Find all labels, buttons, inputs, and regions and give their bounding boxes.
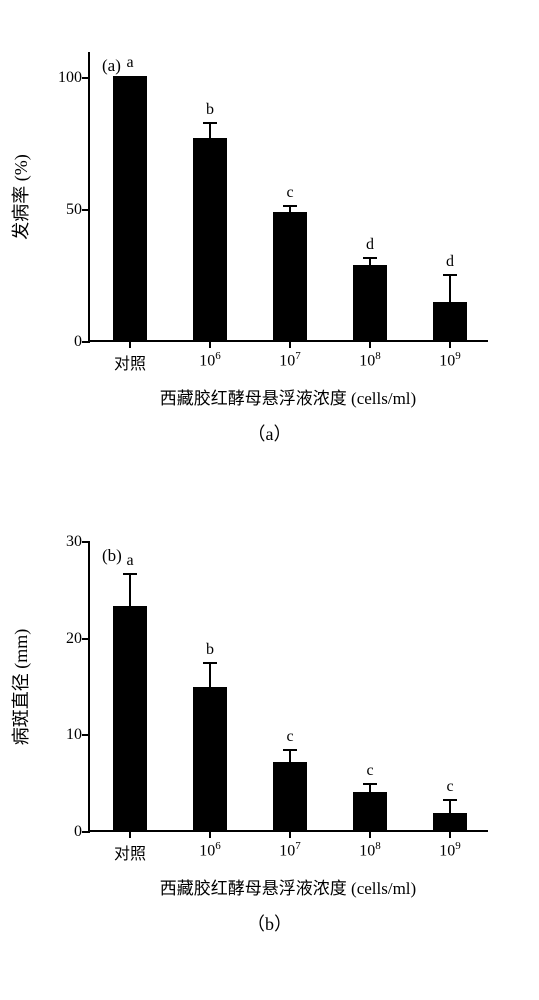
error-bar bbox=[369, 258, 371, 265]
bar bbox=[113, 606, 147, 830]
bar bbox=[433, 302, 467, 340]
y-tick-label: 20 bbox=[66, 630, 90, 648]
x-axis-title-b: 西藏胶红酵母悬浮液浓度 (cells/ml) bbox=[160, 874, 416, 899]
significance-label: c bbox=[366, 762, 373, 780]
y-axis-title-b: 病斑直径 (mm) bbox=[7, 629, 33, 746]
x-tick-label: 107 bbox=[279, 340, 301, 370]
error-cap bbox=[363, 783, 377, 785]
bar bbox=[193, 687, 227, 830]
x-tick-label: 107 bbox=[279, 830, 301, 860]
x-tick-label: 109 bbox=[439, 830, 461, 860]
bar bbox=[273, 212, 307, 340]
x-tick-label: 109 bbox=[439, 340, 461, 370]
error-bar bbox=[289, 206, 291, 213]
error-bar bbox=[209, 123, 211, 139]
error-cap bbox=[363, 257, 377, 259]
x-tick-label: 对照 bbox=[114, 340, 146, 374]
error-bar bbox=[209, 663, 211, 687]
error-bar bbox=[449, 800, 451, 813]
significance-label: a bbox=[126, 54, 133, 72]
bar bbox=[193, 138, 227, 340]
significance-label: a bbox=[126, 552, 133, 570]
error-cap bbox=[203, 662, 217, 664]
y-tick-label: 10 bbox=[66, 726, 90, 744]
page: (a) 050100a对照b106c107d108d109 发病率 (%) 西藏… bbox=[0, 0, 539, 1000]
significance-label: c bbox=[286, 728, 293, 746]
subcaption-b: （b） bbox=[247, 910, 292, 936]
error-bar bbox=[449, 275, 451, 301]
significance-label: d bbox=[446, 253, 454, 271]
significance-label: c bbox=[446, 778, 453, 796]
subcaption-a: （a） bbox=[248, 420, 292, 446]
y-axis-title-a: 发病率 (%) bbox=[7, 154, 33, 239]
x-tick-label: 106 bbox=[199, 340, 221, 370]
y-tick-label: 30 bbox=[66, 533, 90, 551]
x-tick-label: 108 bbox=[359, 830, 381, 860]
significance-label: b bbox=[206, 641, 214, 659]
error-cap bbox=[443, 799, 457, 801]
y-tick-label: 50 bbox=[66, 201, 90, 219]
plot-area-b: (b) 0102030a对照b106c107c108c109 bbox=[88, 542, 488, 832]
bar bbox=[273, 762, 307, 830]
error-cap bbox=[283, 205, 297, 207]
y-tick-label: 100 bbox=[58, 69, 90, 87]
significance-label: c bbox=[286, 184, 293, 202]
bar bbox=[433, 813, 467, 830]
error-cap bbox=[123, 573, 137, 575]
x-tick-label: 对照 bbox=[114, 830, 146, 864]
error-bar bbox=[369, 784, 371, 793]
x-tick-label: 108 bbox=[359, 340, 381, 370]
bar bbox=[113, 76, 147, 340]
error-cap bbox=[443, 274, 457, 276]
y-tick-label: 0 bbox=[74, 823, 90, 841]
plot-area-a: (a) 050100a对照b106c107d108d109 bbox=[88, 52, 488, 342]
error-cap bbox=[203, 122, 217, 124]
panel-tag-a: (a) bbox=[102, 56, 121, 76]
error-cap bbox=[283, 749, 297, 751]
y-tick-label: 0 bbox=[74, 333, 90, 351]
x-axis-title-a: 西藏胶红酵母悬浮液浓度 (cells/ml) bbox=[160, 384, 416, 409]
bar bbox=[353, 265, 387, 340]
x-tick-label: 106 bbox=[199, 830, 221, 860]
error-bar bbox=[129, 574, 131, 606]
significance-label: d bbox=[366, 236, 374, 254]
error-bar bbox=[289, 750, 291, 763]
panel-tag-b: (b) bbox=[102, 546, 122, 566]
significance-label: b bbox=[206, 101, 214, 119]
bar bbox=[353, 792, 387, 830]
